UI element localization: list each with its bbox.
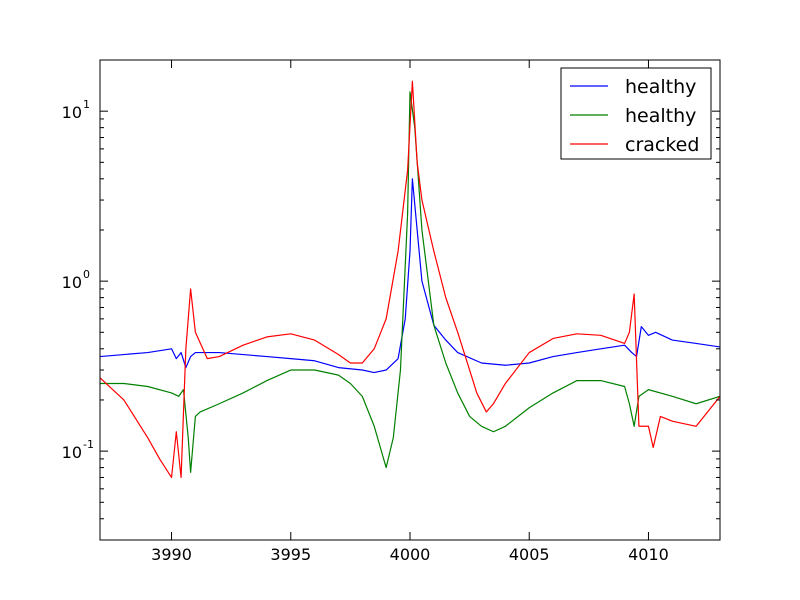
y-tick-label: 10	[62, 273, 82, 292]
series-line-1	[100, 178, 720, 374]
legend-label-1: healthy	[625, 76, 696, 98]
y-tick-exponent: 0	[83, 268, 90, 281]
series-layer	[100, 80, 720, 479]
x-tick-label: 4000	[390, 545, 431, 564]
y-tick-exponent: -1	[83, 438, 94, 451]
x-tick-label: 4010	[628, 545, 669, 564]
x-tick-label: 4005	[509, 545, 550, 564]
x-tick-label: 3990	[151, 545, 192, 564]
y-tick-label: 10	[62, 443, 82, 462]
y-tick-label: 10	[62, 103, 82, 122]
series-line-3	[100, 80, 720, 479]
x-tick-label: 3995	[270, 545, 311, 564]
series-line-2	[100, 91, 720, 473]
y-tick-base: 10	[62, 443, 82, 462]
y-tick-exponent: 1	[83, 98, 90, 111]
legend-label-3: cracked	[625, 134, 699, 156]
y-tick-base: 10	[62, 103, 82, 122]
y-tick-base: 10	[62, 273, 82, 292]
legend-label-2: healthy	[625, 105, 696, 127]
legend: healthy healthy cracked	[560, 67, 712, 160]
